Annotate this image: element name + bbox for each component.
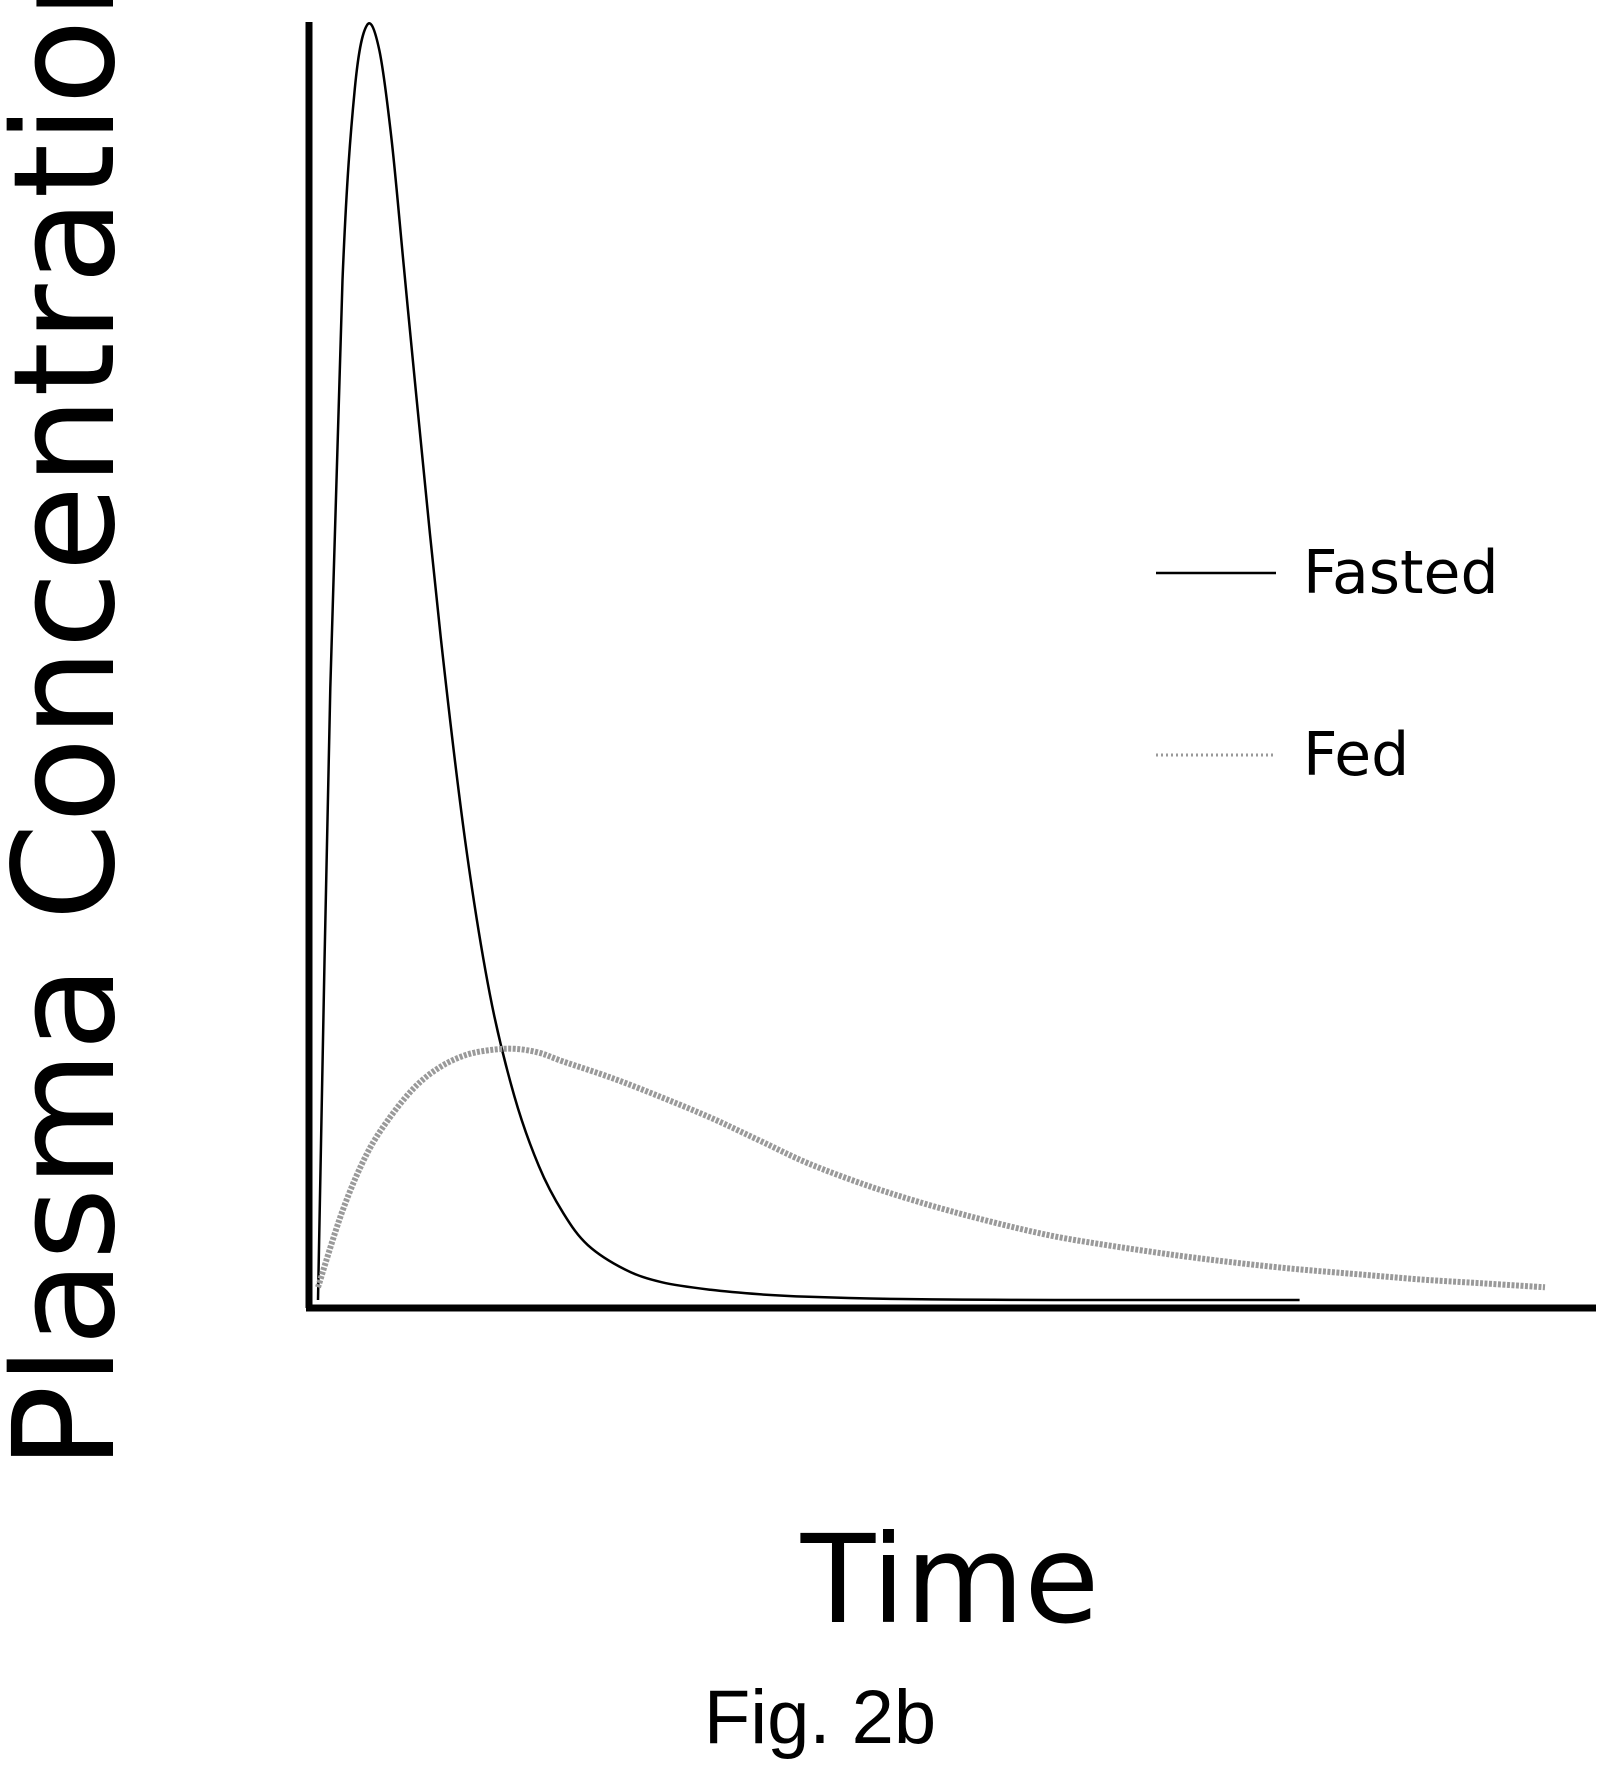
series-line-fed bbox=[315, 1045, 1546, 1291]
y-axis-title: Plasma Concentration bbox=[0, 0, 147, 1470]
legend-label-fed: Fed bbox=[1303, 720, 1409, 790]
series-line-fasted bbox=[316, 22, 1300, 1302]
x-axis-title: Time bbox=[800, 1509, 1100, 1651]
plot-area bbox=[315, 22, 1546, 1302]
figure-caption: Fig. 2b bbox=[704, 1675, 936, 1760]
legend: Fasted Fed bbox=[1156, 538, 1499, 790]
legend-label-fasted: Fasted bbox=[1303, 538, 1499, 608]
